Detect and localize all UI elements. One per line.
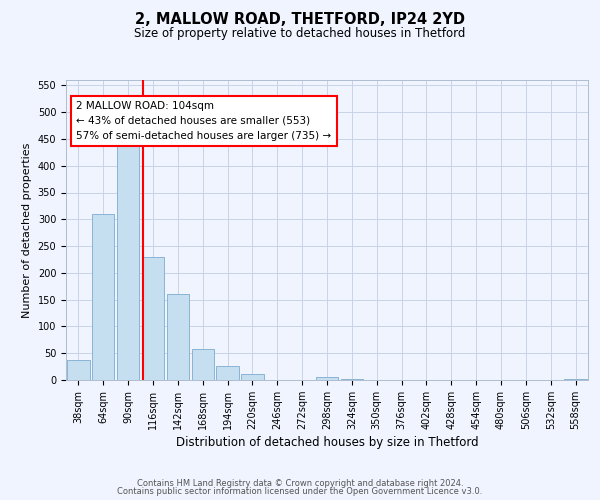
Bar (217, 366, 239, 380)
Text: Contains public sector information licensed under the Open Government Licence v3: Contains public sector information licen… (118, 487, 482, 496)
Bar (67, 360, 89, 380)
Bar (167, 294, 189, 380)
Text: Size of property relative to detached houses in Thetford: Size of property relative to detached ho… (134, 28, 466, 40)
X-axis label: Distribution of detached houses by size in Thetford: Distribution of detached houses by size … (176, 436, 478, 449)
Bar (241, 374, 263, 380)
Text: Contains HM Land Registry data © Crown copyright and database right 2024.: Contains HM Land Registry data © Crown c… (137, 478, 463, 488)
Bar (117, 135, 139, 380)
Bar (92, 214, 115, 380)
Bar (142, 257, 164, 380)
Text: 2 MALLOW ROAD: 104sqm
← 43% of detached houses are smaller (553)
57% of semi-det: 2 MALLOW ROAD: 104sqm ← 43% of detached … (76, 101, 332, 140)
Bar (565, 379, 587, 380)
Y-axis label: Number of detached properties: Number of detached properties (22, 142, 32, 318)
Bar (191, 350, 214, 380)
Text: 2, MALLOW ROAD, THETFORD, IP24 2YD: 2, MALLOW ROAD, THETFORD, IP24 2YD (135, 12, 465, 28)
Bar (316, 378, 338, 380)
